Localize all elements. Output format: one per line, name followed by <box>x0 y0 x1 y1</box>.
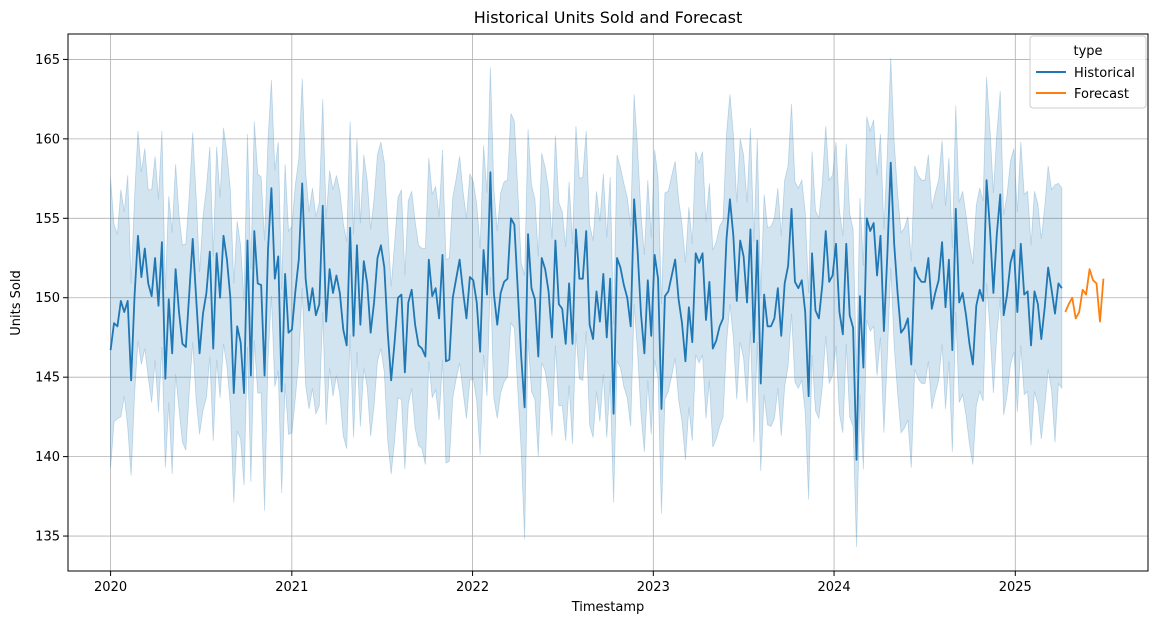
y-tick-label: 160 <box>35 132 60 147</box>
y-axis-ticks: 135 140 145 150 155 160 165 <box>35 53 68 545</box>
x-tick-label: 2021 <box>275 580 308 595</box>
x-tick-label: 2024 <box>818 580 851 595</box>
legend-label-historical: Historical <box>1074 66 1135 81</box>
x-tick-label: 2023 <box>637 580 670 595</box>
chart-title: Historical Units Sold and Forecast <box>474 8 743 27</box>
y-tick-label: 165 <box>35 53 60 68</box>
y-tick-label: 150 <box>35 291 60 306</box>
y-tick-label: 155 <box>35 212 60 227</box>
grid-lines <box>68 34 1148 571</box>
x-axis-ticks: 2020 2021 2022 2023 2024 2025 <box>94 571 1032 595</box>
y-tick-label: 135 <box>35 530 60 545</box>
series-line-historical <box>109 161 1063 461</box>
y-axis-label: Units Sold <box>9 270 24 335</box>
y-tick-label: 140 <box>35 450 60 465</box>
y-tick-label: 145 <box>35 371 60 386</box>
x-axis-label: Timestamp <box>571 600 645 615</box>
legend-box <box>1029 35 1147 109</box>
plot-frame <box>67 33 1149 572</box>
series-layer <box>109 161 1105 461</box>
series-line-forecast <box>1064 268 1105 323</box>
x-tick-label: 2025 <box>999 580 1032 595</box>
legend: type Historical Forecast <box>1029 35 1147 109</box>
x-tick-label: 2020 <box>94 580 127 595</box>
x-tick-label: 2022 <box>456 580 489 595</box>
legend-title: type <box>1073 44 1102 59</box>
confidence-band-layer <box>110 57 1063 548</box>
legend-label-forecast: Forecast <box>1074 87 1129 102</box>
confidence-band-historical <box>110 57 1063 548</box>
